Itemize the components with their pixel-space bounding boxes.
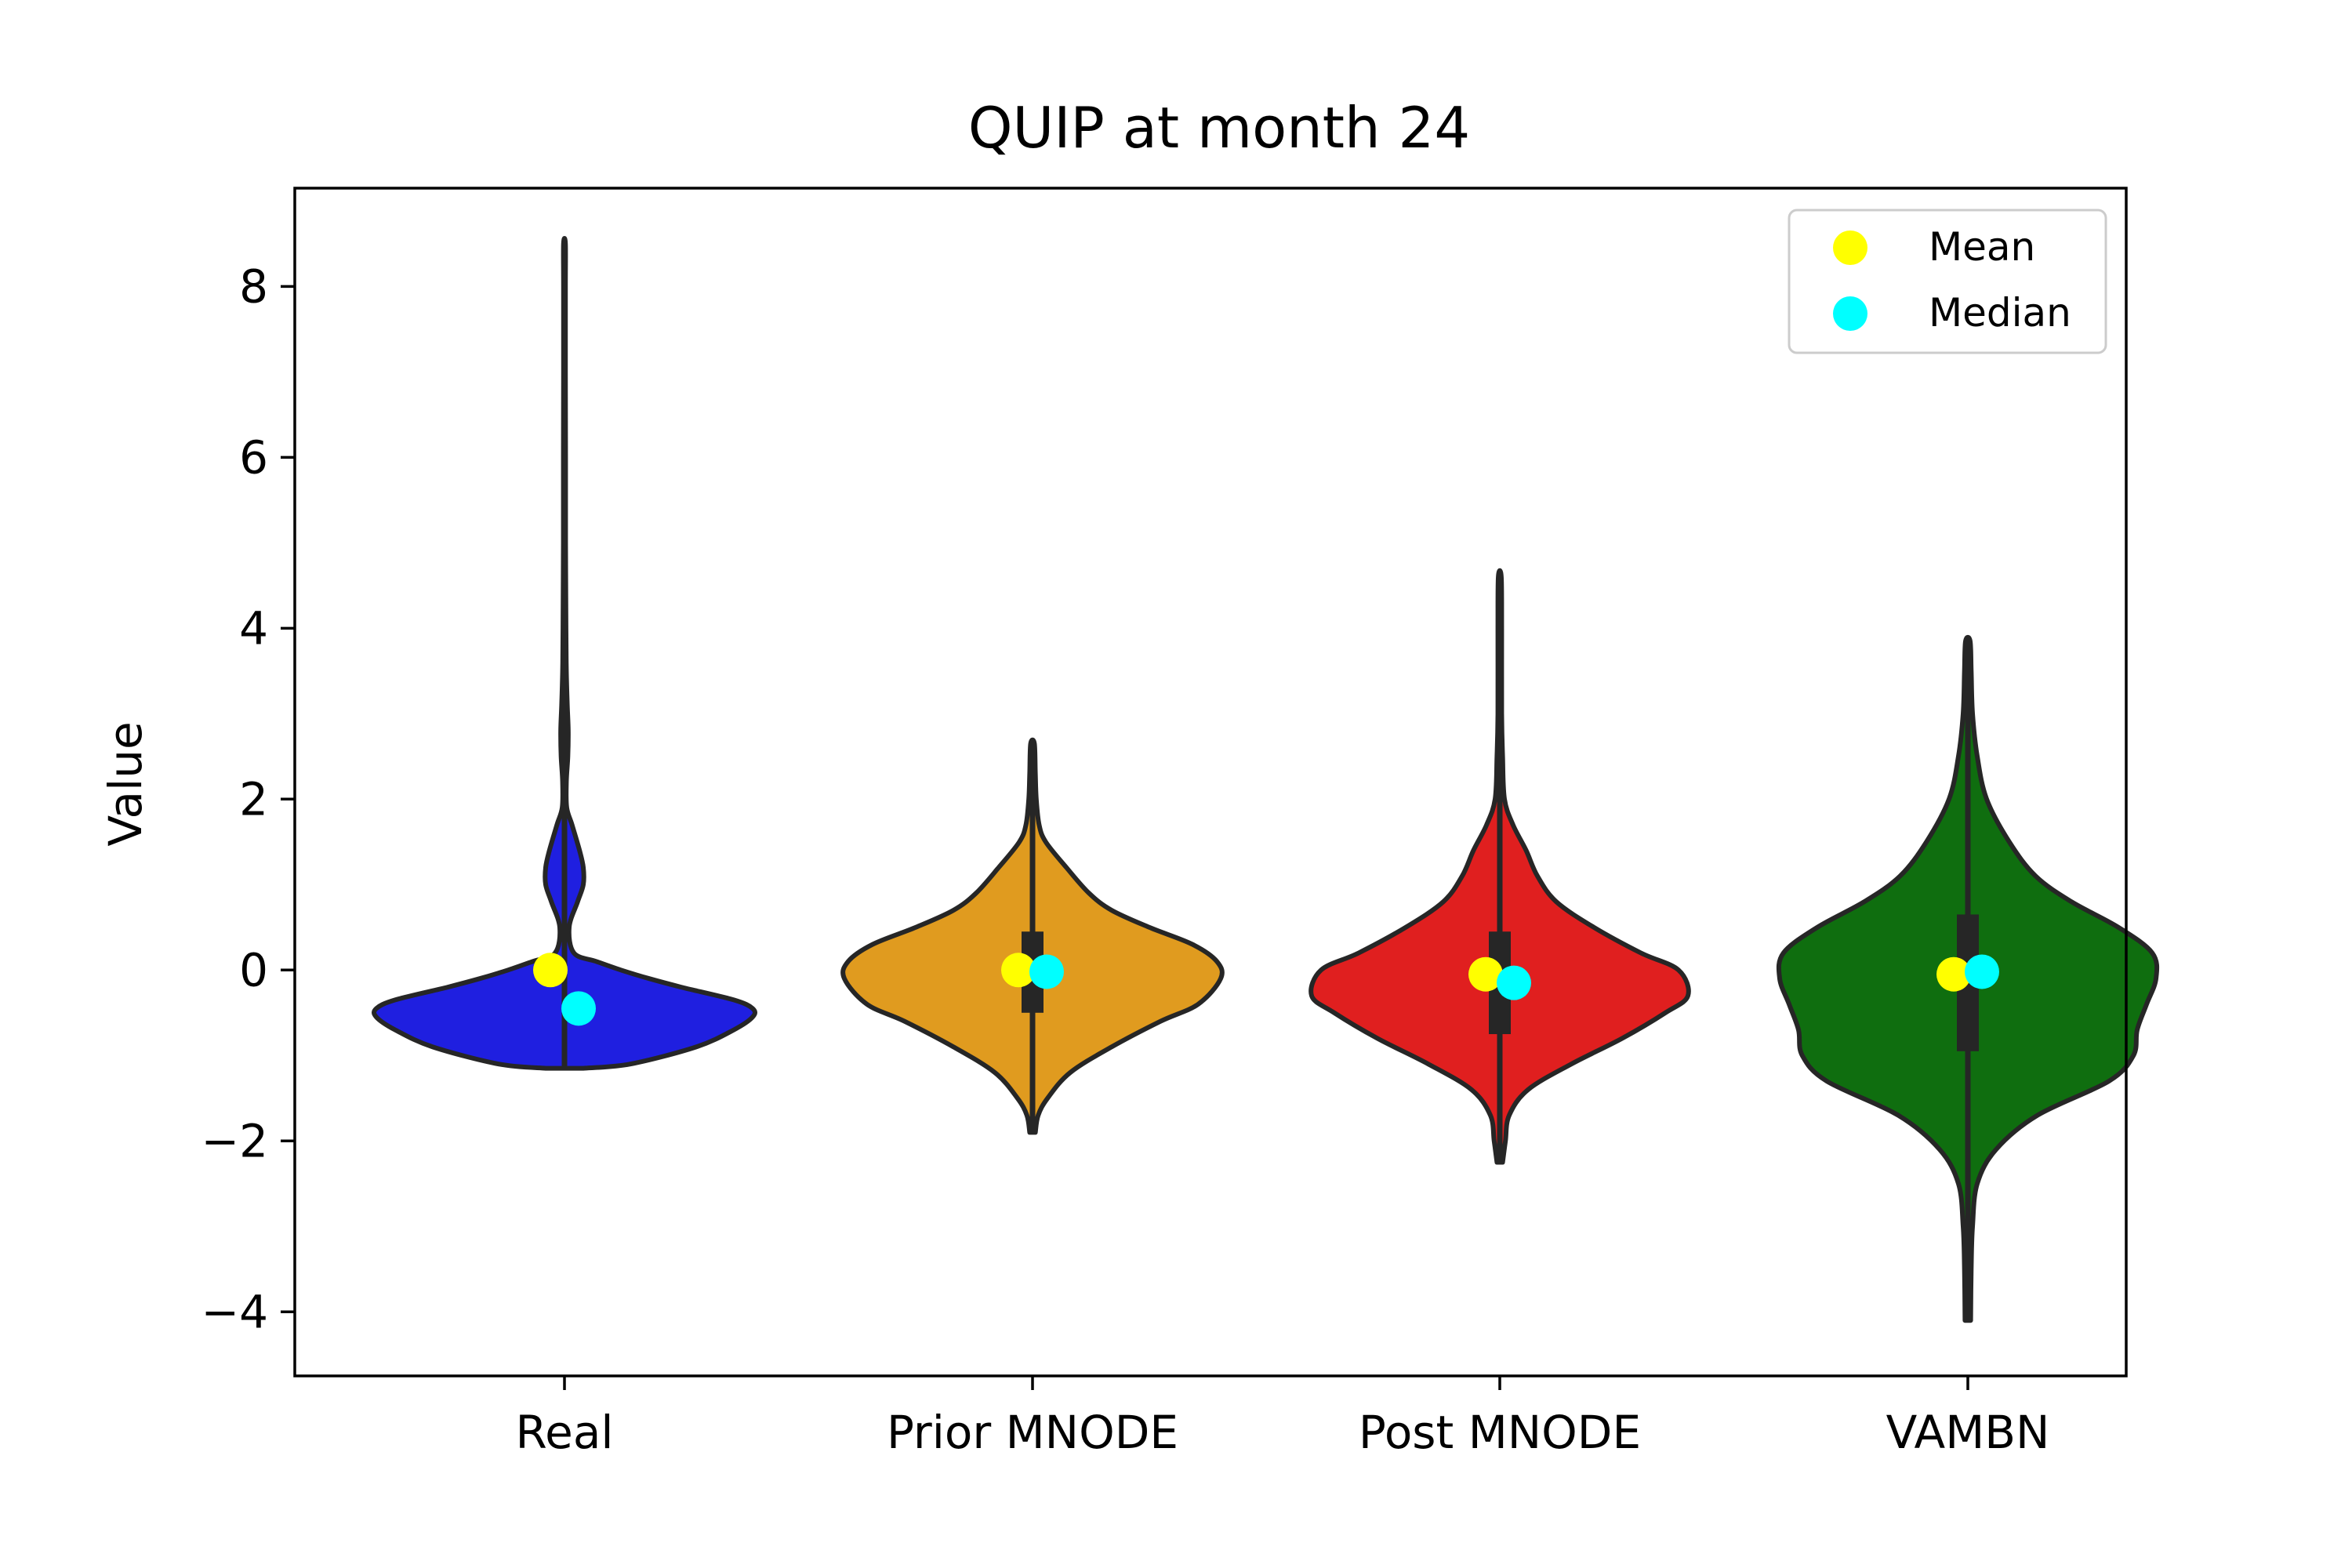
y-axis-label: Value xyxy=(99,721,152,846)
y-tick-label: 4 xyxy=(239,601,268,655)
median-marker-real xyxy=(561,991,596,1026)
y-tick-label: −4 xyxy=(201,1285,269,1338)
x-tick-label-post-mnode: Post MNODE xyxy=(1359,1406,1641,1459)
mean-marker-post-mnode xyxy=(1468,956,1503,992)
y-axis-ticks: −4 −2 0 2 4 6 8 xyxy=(201,260,295,1338)
mean-marker-prior-mnode xyxy=(1001,953,1036,988)
y-tick-label: −2 xyxy=(201,1114,269,1167)
plot-frame xyxy=(293,187,2128,1377)
median-marker-post-mnode xyxy=(1497,965,1531,1000)
legend-mean-label: Mean xyxy=(1929,224,2035,270)
x-axis-ticks: Real Prior MNODE Post MNODE VAMBN xyxy=(515,1376,2049,1459)
legend: Mean Median xyxy=(1788,209,2107,354)
mean-marker-vambn xyxy=(1936,956,1971,992)
mean-marker-real xyxy=(533,953,568,988)
legend-median-label: Median xyxy=(1929,290,2071,336)
y-tick-label: 6 xyxy=(239,430,268,484)
x-tick-label-vambn: VAMBN xyxy=(1886,1406,2050,1459)
chart-title: QUIP at month 24 xyxy=(968,95,1470,161)
x-tick-label-prior-mnode: Prior MNODE xyxy=(887,1406,1178,1459)
y-tick-label: 2 xyxy=(239,772,268,826)
y-tick-label: 8 xyxy=(239,260,268,313)
x-tick-label-real: Real xyxy=(515,1406,613,1459)
legend-mean-marker xyxy=(1833,230,1867,265)
median-marker-prior-mnode xyxy=(1029,954,1064,989)
legend-box xyxy=(1788,209,2107,354)
y-tick-label: 0 xyxy=(239,943,268,996)
median-marker-vambn xyxy=(1965,954,1999,989)
marker-group xyxy=(533,953,1999,1026)
legend-median-marker xyxy=(1833,296,1867,331)
